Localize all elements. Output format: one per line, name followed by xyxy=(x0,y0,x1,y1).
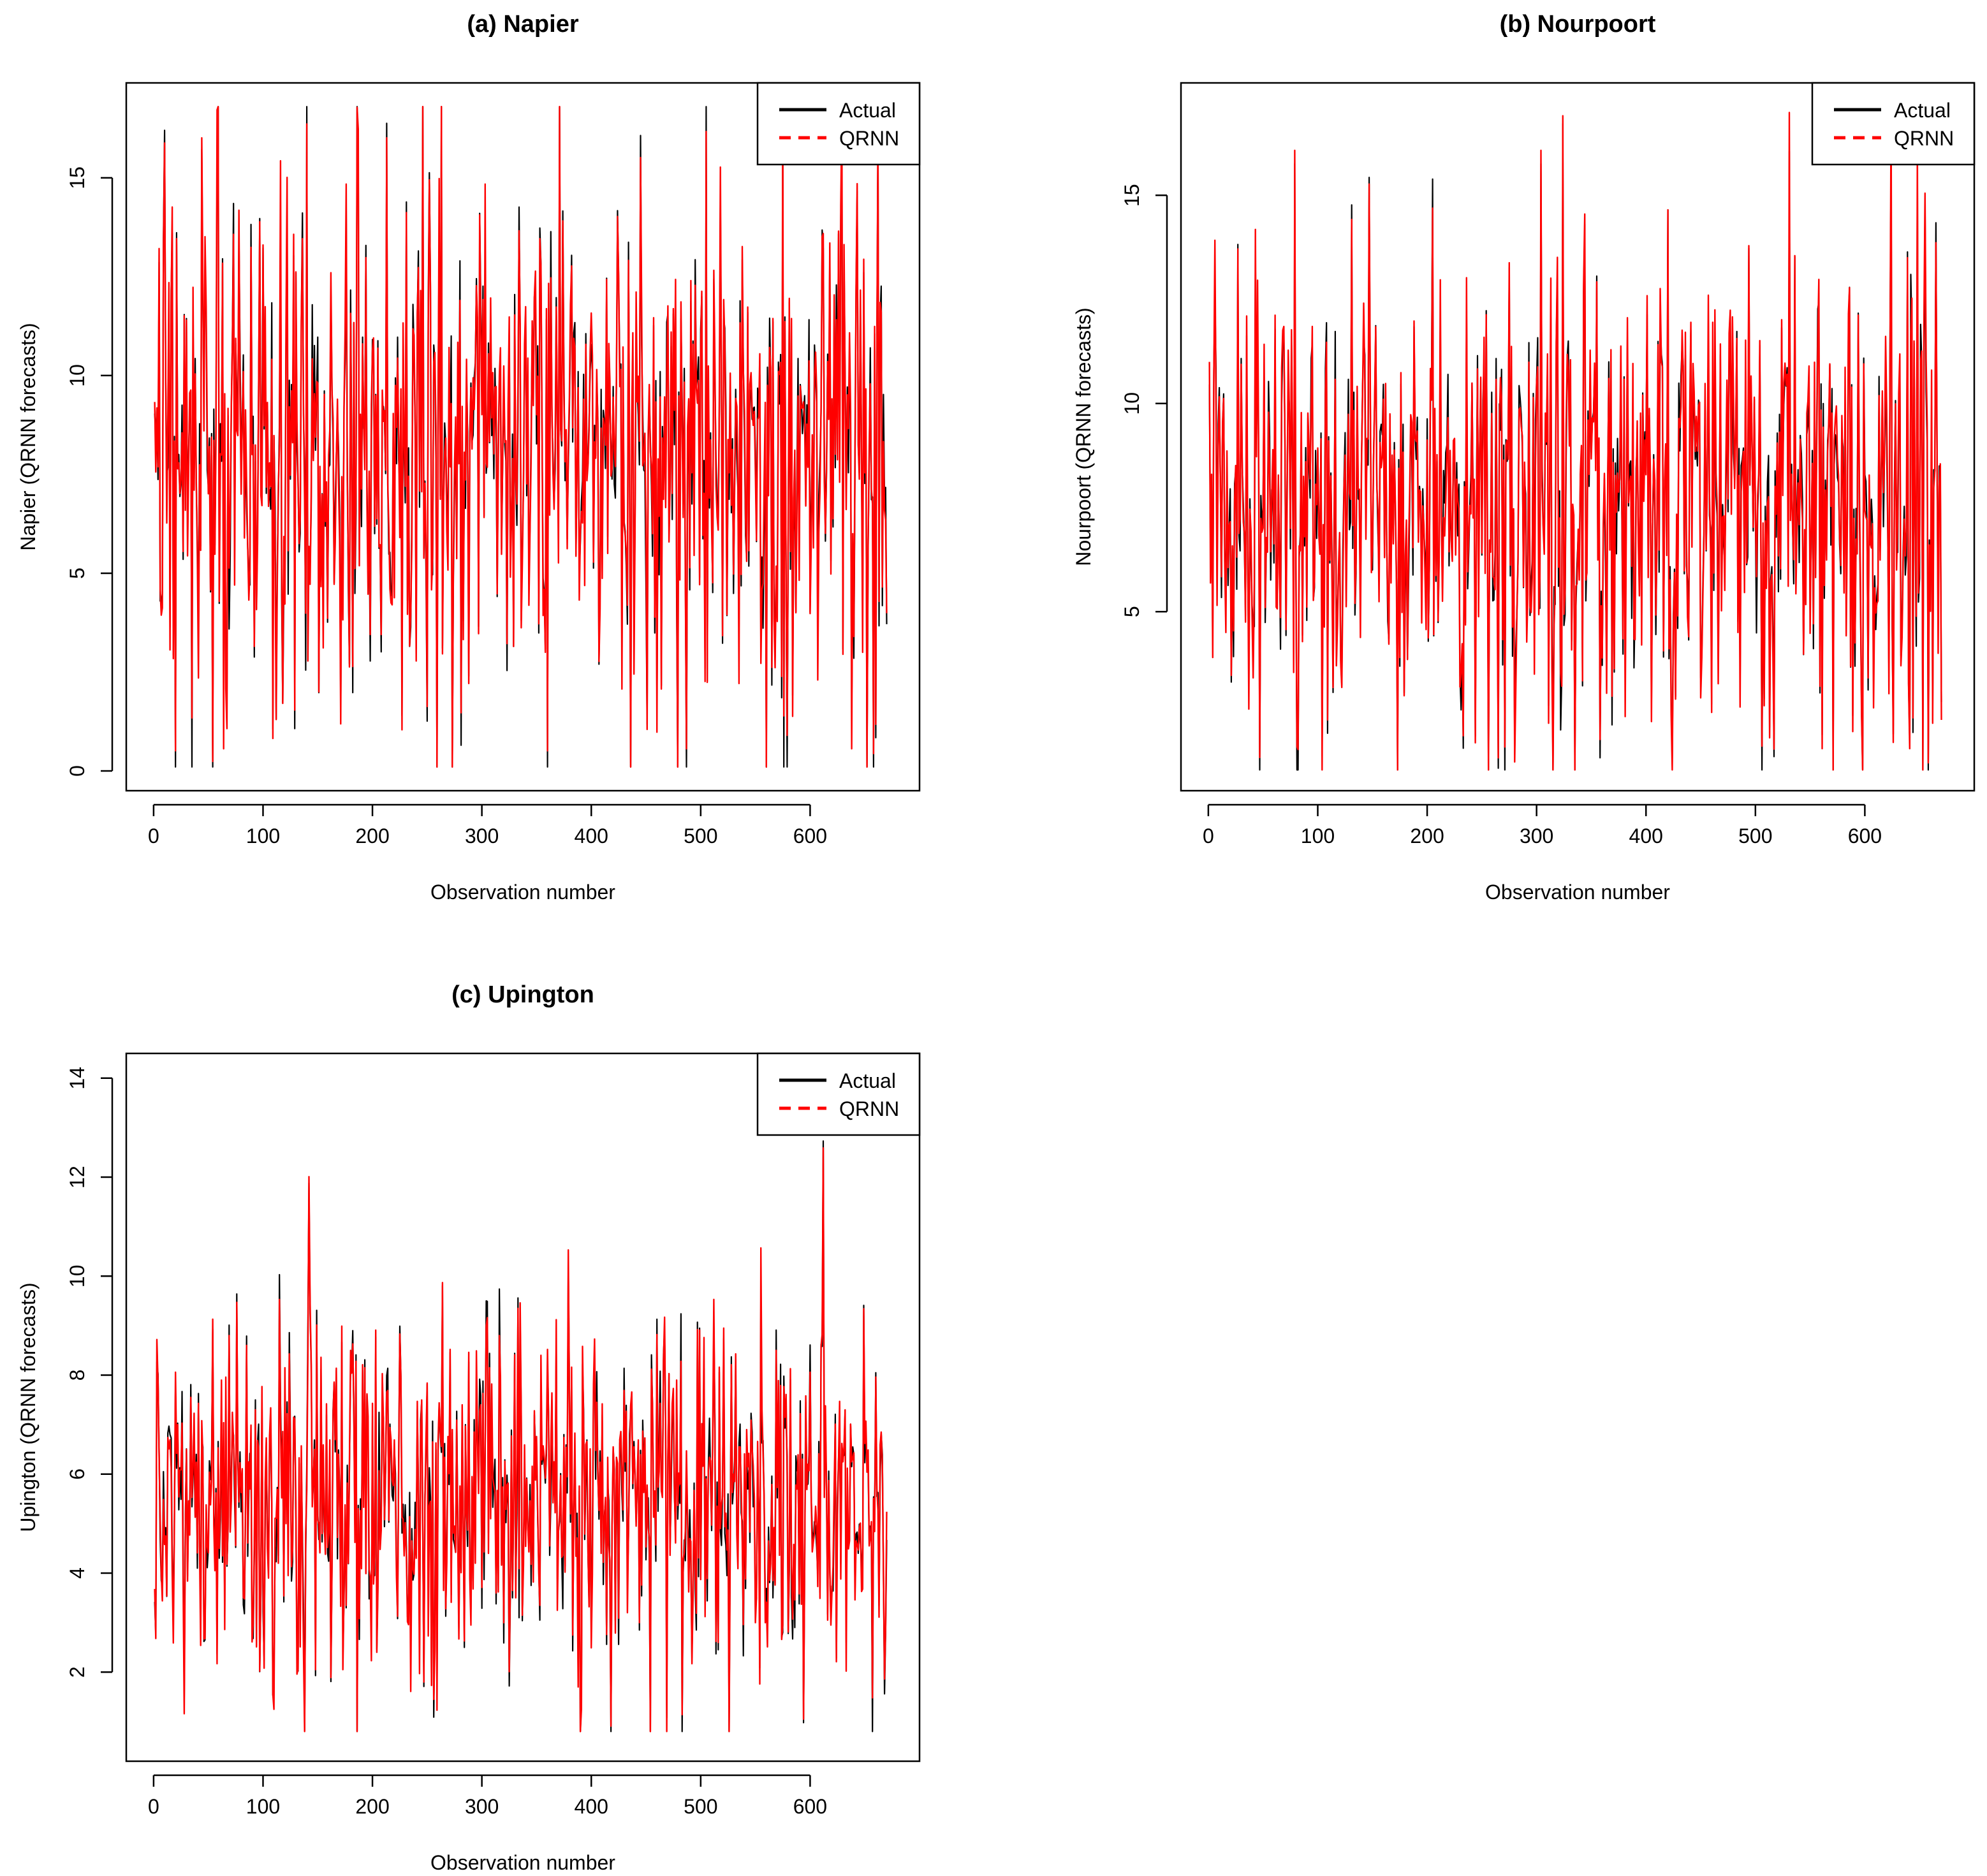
legend-actual-label: Actual xyxy=(839,1069,896,1092)
x-tick-label: 0 xyxy=(148,824,159,847)
x-tick-label: 200 xyxy=(355,824,389,847)
legend-actual-label: Actual xyxy=(1894,99,1951,122)
series-line-qrnn xyxy=(154,1147,888,1733)
plot-frame xyxy=(125,1052,921,1762)
y-tick-label: 10 xyxy=(66,364,89,387)
tick-layer: 0 100 200 300 400 500 600 2 4 6 8 10 12 14 xyxy=(66,1067,827,1818)
x-axis-label: Observation number xyxy=(430,881,615,904)
tick-layer: 0 100 200 300 400 500 600 5 10 15 xyxy=(1120,184,1882,847)
y-tick-label: 12 xyxy=(66,1166,89,1189)
y-tick-label: 2 xyxy=(66,1666,89,1678)
x-tick-label: 500 xyxy=(1738,824,1772,847)
series-layer xyxy=(154,1140,888,1733)
x-tick-label: 600 xyxy=(793,1795,827,1818)
x-tick-label: 400 xyxy=(1629,824,1663,847)
x-tick-label: 100 xyxy=(246,1795,280,1818)
x-axis-label: Observation number xyxy=(430,1851,615,1874)
chart-title: (b) Nourpoort xyxy=(1500,11,1656,38)
series-layer xyxy=(1208,107,1942,771)
x-tick-label: 300 xyxy=(465,824,499,847)
x-tick-label: 300 xyxy=(1520,824,1553,847)
x-tick-label: 600 xyxy=(1848,824,1882,847)
x-tick-label: 0 xyxy=(1203,824,1214,847)
y-tick-label: 10 xyxy=(1120,392,1143,415)
y-tick-label: 14 xyxy=(66,1067,89,1090)
x-tick-label: 400 xyxy=(575,1795,608,1818)
x-tick-label: 600 xyxy=(793,824,827,847)
y-tick-label: 15 xyxy=(66,166,89,189)
legend: Actual QRNN xyxy=(756,82,921,166)
y-axis-label: Upington (QRNN forecasts) xyxy=(17,1282,40,1532)
x-tick-label: 500 xyxy=(684,824,717,847)
plot-frame xyxy=(1180,82,1976,792)
y-tick-label: 6 xyxy=(66,1469,89,1480)
y-axis-label: Nourpoort (QRNN forecasts) xyxy=(1072,307,1095,566)
series-line-qrnn xyxy=(154,106,888,768)
legend-qrnn-label: QRNN xyxy=(1894,127,1954,150)
legend-box xyxy=(756,1052,921,1136)
legend-qrnn-label: QRNN xyxy=(839,127,899,150)
x-tick-label: 100 xyxy=(1301,824,1335,847)
y-tick-label: 8 xyxy=(66,1370,89,1381)
legend-actual-label: Actual xyxy=(839,99,896,122)
panel-nourpoort: (b) Nourpoort 0 100 200 300 400 500 600 5 10 15 O… xyxy=(1072,11,1976,904)
x-tick-label: 200 xyxy=(355,1795,389,1818)
y-tick-label: 5 xyxy=(1120,606,1143,617)
legend: Actual QRNN xyxy=(1811,82,1976,166)
x-tick-label: 100 xyxy=(246,824,280,847)
legend-box xyxy=(756,82,921,166)
x-tick-label: 0 xyxy=(148,1795,159,1818)
chart-title: (a) Napier xyxy=(467,11,578,38)
x-tick-label: 500 xyxy=(684,1795,717,1818)
x-axis-label: Observation number xyxy=(1485,881,1670,904)
tick-layer: 0 100 200 300 400 500 600 0 5 10 15 xyxy=(66,166,827,847)
legend-box xyxy=(1811,82,1976,166)
legend: Actual QRNN xyxy=(756,1052,921,1136)
series-layer xyxy=(154,106,888,768)
series-line-qrnn xyxy=(1208,107,1942,771)
y-tick-label: 10 xyxy=(66,1265,89,1288)
y-tick-label: 0 xyxy=(66,765,89,777)
chart-title: (c) Upington xyxy=(451,981,594,1008)
y-axis-label: Napier (QRNN forecasts) xyxy=(17,323,40,550)
x-tick-label: 200 xyxy=(1410,824,1444,847)
y-tick-label: 15 xyxy=(1120,184,1143,207)
x-tick-label: 300 xyxy=(465,1795,499,1818)
plot-frame xyxy=(125,82,921,792)
panel-napier: (a) Napier 0 100 200 300 400 500 600 0 5 10 15 Obs… xyxy=(17,11,921,904)
y-tick-label: 5 xyxy=(66,568,89,579)
panel-upington: (c) Upington 0 100 200 300 400 500 600 2 4 6 8 10 12… xyxy=(17,981,921,1874)
legend-qrnn-label: QRNN xyxy=(839,1097,899,1120)
y-tick-label: 4 xyxy=(66,1567,89,1579)
x-tick-label: 400 xyxy=(575,824,608,847)
